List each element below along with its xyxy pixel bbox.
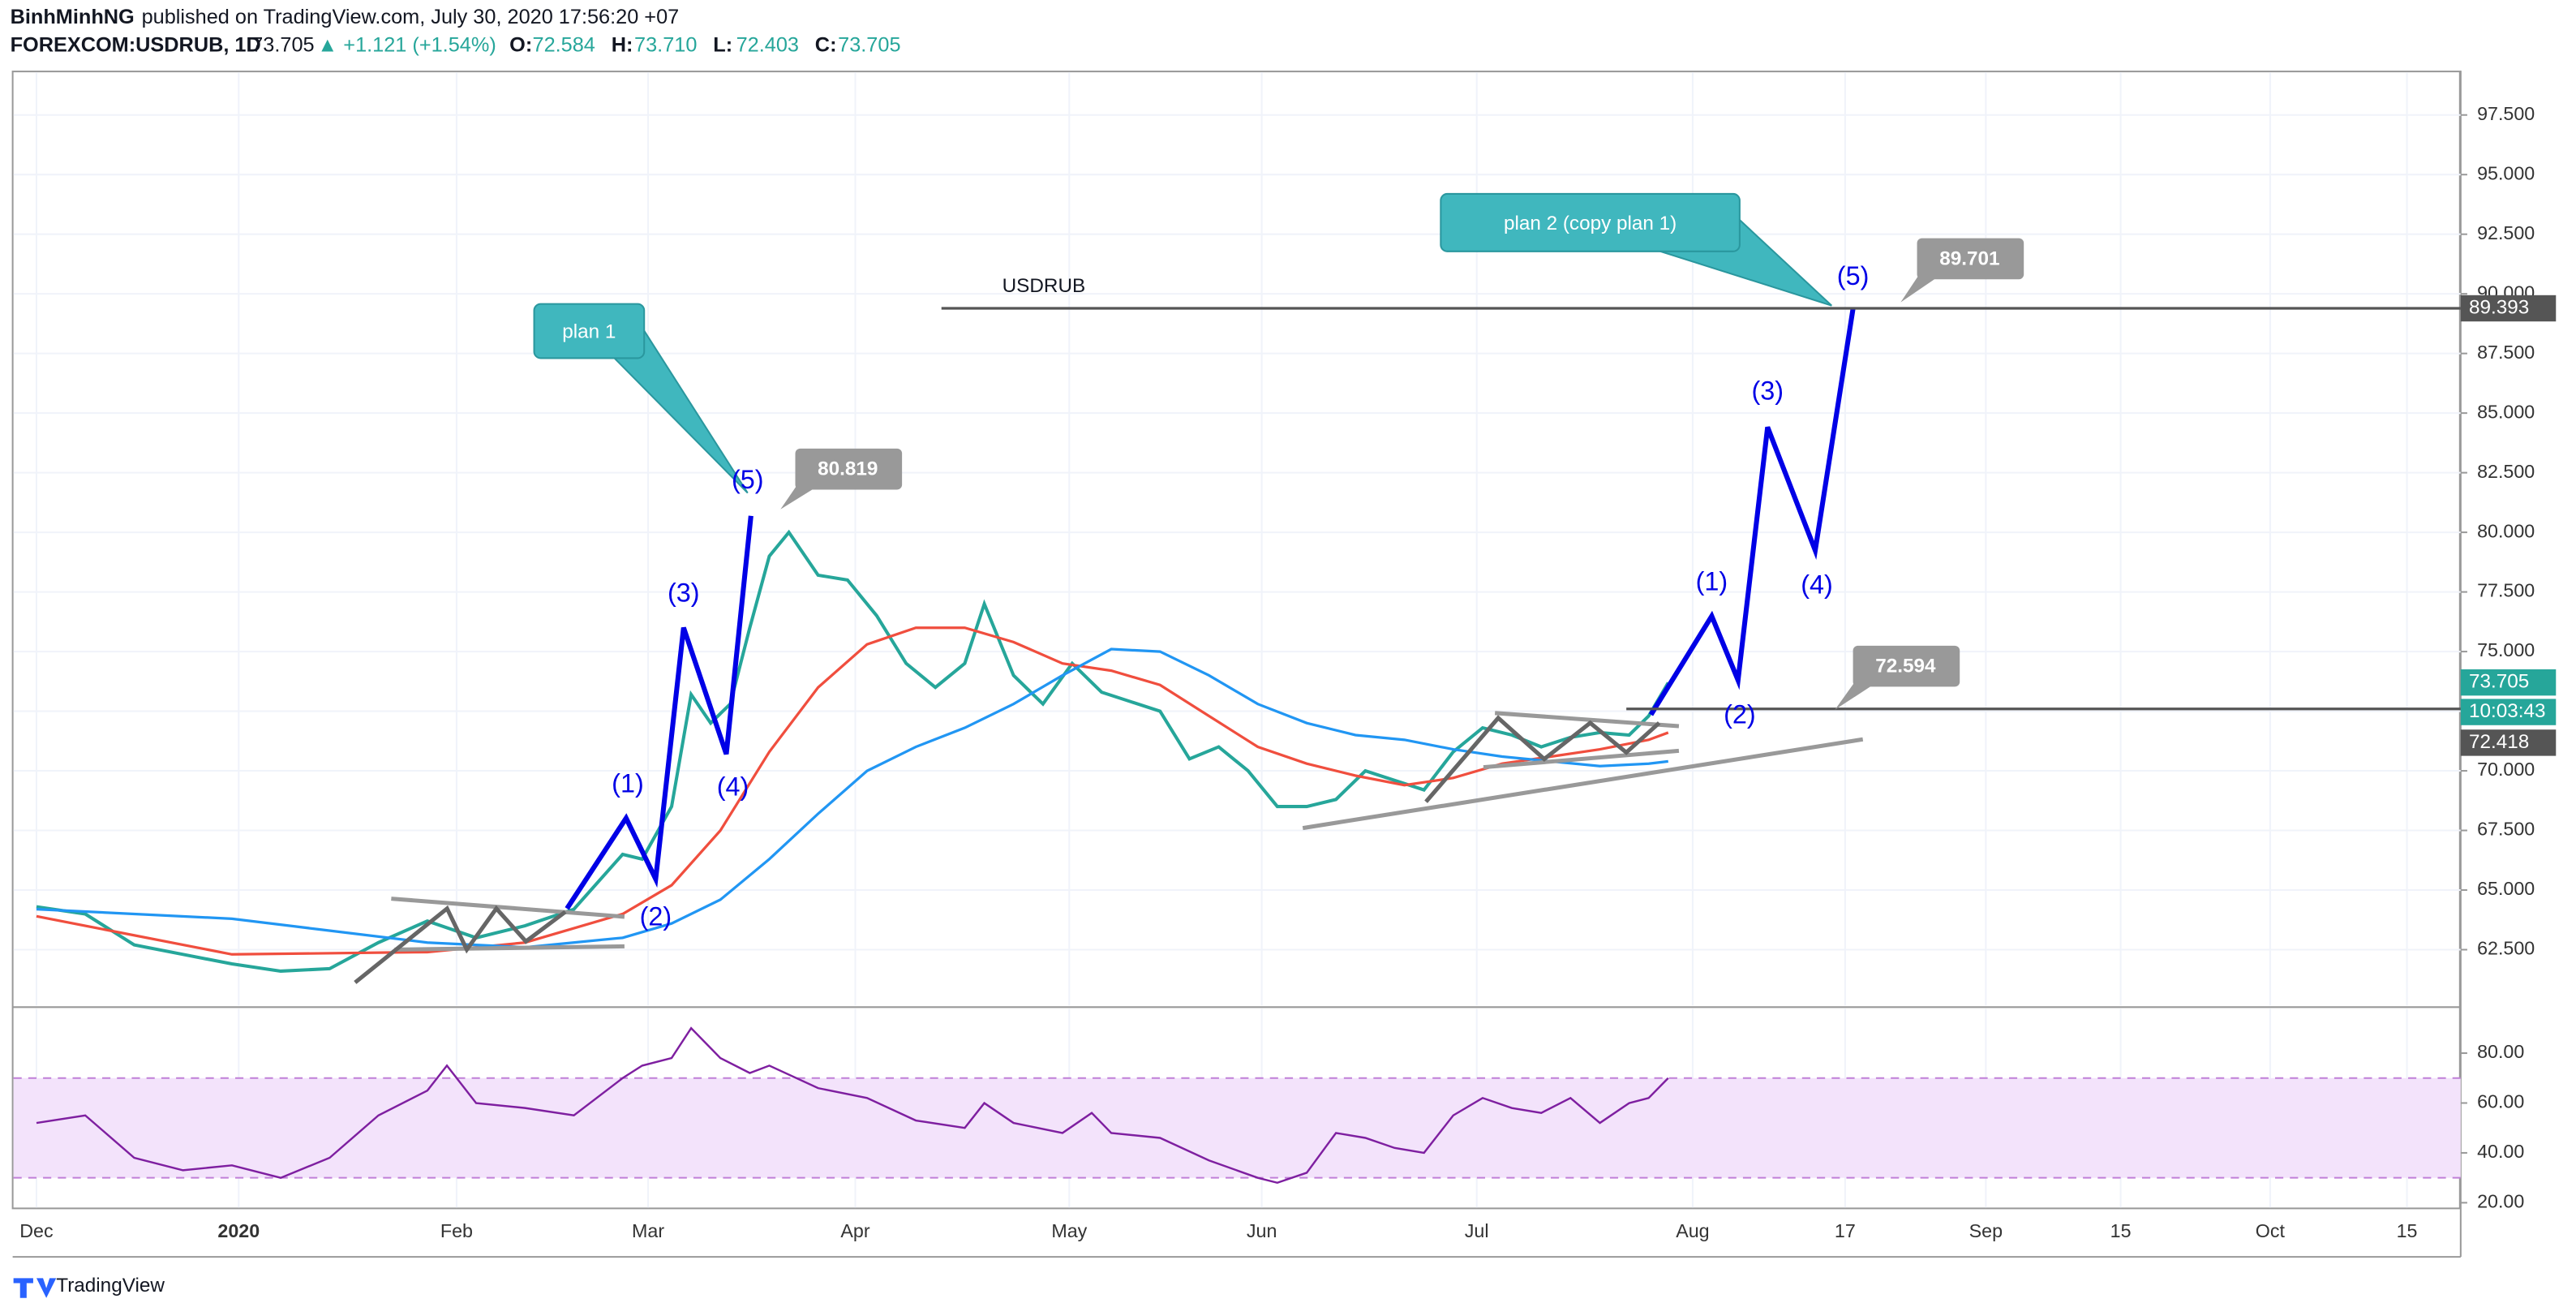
axis-label-bg: [2460, 729, 2557, 756]
x-tick-label: Jun: [1247, 1220, 1277, 1241]
wave-label: (1): [1696, 566, 1728, 596]
callout-text: 72.594: [1875, 656, 1936, 677]
plan-label: plan 1: [562, 320, 616, 342]
wave-label: (4): [717, 772, 749, 802]
plan-label: plan 2 (copy plan 1): [1504, 213, 1677, 234]
level-title: USDRUB: [1002, 275, 1086, 297]
x-tick-label: Mar: [632, 1220, 664, 1241]
x-tick-label: 2020: [217, 1220, 260, 1241]
rsi-tick-label: 80.00: [2477, 1041, 2524, 1062]
y-tick-label: 70.000: [2477, 759, 2535, 780]
y-tick-label: 85.000: [2477, 401, 2535, 422]
ohlc-value: 72.584: [533, 33, 595, 56]
x-tick-label: Apr: [840, 1220, 869, 1241]
axis-label: 73.705: [2469, 671, 2529, 693]
ohlc-label: C:: [815, 33, 837, 56]
ohlc-value: 73.710: [634, 33, 697, 56]
axis-label-bg: [2460, 699, 2557, 725]
y-tick-label: 65.000: [2477, 878, 2535, 899]
change: ▲ +1.121 (+1.54%): [317, 33, 496, 56]
x-tick-label: 15: [2110, 1220, 2132, 1241]
x-tick-label: May: [1051, 1220, 1087, 1241]
axis-label-bg: [2460, 669, 2557, 696]
plan-box: [1440, 192, 1741, 252]
x-tick-label: 17: [1835, 1220, 1856, 1241]
published: published on TradingView.com, July 30, 2…: [142, 6, 680, 28]
ohlc-label: L:: [713, 33, 732, 56]
y-tick-label: 80.000: [2477, 520, 2535, 541]
axes: Dec 2020 Feb Mar Apr May Jun Jul Aug 17 Sep 15 Oct 15…: [19, 103, 2557, 1241]
rsi-tick-label: 20.00: [2477, 1191, 2524, 1212]
ohlc-label: O:: [509, 33, 532, 56]
wave-plan-2: [1648, 308, 1856, 716]
y-tick-label: 82.500: [2477, 461, 2535, 482]
wave-label: (3): [668, 578, 700, 608]
x-tick-label: Feb: [440, 1220, 473, 1241]
series-line: [36, 647, 1668, 949]
wave-label: (2): [1724, 699, 1756, 729]
rsi-band: [13, 1077, 2461, 1178]
plan-box: [533, 303, 646, 359]
y-tick-label: 87.500: [2477, 342, 2535, 363]
rsi-pane: [13, 1077, 2461, 1179]
rsi-tick-label: 40.00: [2477, 1141, 2524, 1162]
axis-label-bg: [2460, 295, 2557, 322]
y-tick-label: 97.500: [2477, 103, 2535, 124]
callout-box: [795, 448, 903, 490]
ohlc-value: 73.705: [838, 33, 900, 56]
ohlc-label: H:: [612, 33, 633, 56]
axis-label: 89.393: [2469, 296, 2529, 318]
last-price: 73.705: [251, 33, 314, 56]
wave-label: (4): [1801, 570, 1833, 599]
y-tick-label: 67.500: [2477, 819, 2535, 840]
wave-label: (2): [640, 902, 672, 931]
wave-label: (5): [732, 465, 764, 494]
author: BinhMinhNG: [11, 6, 135, 28]
wave-plan-1: [565, 515, 753, 910]
x-tick-label: Aug: [1676, 1220, 1709, 1241]
ohlc: O: 72.584 H: 73.710 L: 72.403 C: 73.705: [509, 33, 900, 56]
symbol: FOREXCOM:USDRUB, 1D: [11, 33, 261, 56]
callout-text: 89.701: [1939, 247, 1999, 269]
logo: [13, 1278, 57, 1298]
x-tick-label: Sep: [1969, 1220, 2003, 1241]
footer: TradingView: [56, 1275, 165, 1297]
grid: [13, 72, 2461, 1208]
series-line: [36, 1026, 1669, 1185]
rsi-tick-label: 60.00: [2477, 1091, 2524, 1112]
trendlines: [354, 711, 1864, 984]
callout-box: [1917, 238, 2024, 280]
callout-box: [1853, 645, 1960, 687]
x-tick-label: 15: [2397, 1220, 2418, 1241]
y-tick-label: 62.500: [2477, 938, 2535, 959]
x-tick-label: Oct: [2256, 1220, 2286, 1241]
y-tick-label: 95.000: [2477, 162, 2535, 183]
y-tick-label: 92.500: [2477, 222, 2535, 243]
series-line: [36, 529, 1670, 973]
wave-label: (3): [1752, 376, 1784, 406]
x-tick-label: Dec: [19, 1220, 54, 1241]
wave-label: (1): [612, 768, 644, 798]
y-tick-label: 77.500: [2477, 580, 2535, 601]
annotations: USDRUB 80.819 89.701 72.594 plan 1 (1) (2) (3) (…: [533, 192, 2461, 931]
plan-tail: [610, 325, 749, 494]
wave-label: (5): [1837, 261, 1870, 290]
axis-label: 72.418: [2469, 731, 2529, 753]
ohlc-value: 72.403: [736, 33, 799, 56]
y-tick-label: 75.000: [2477, 639, 2535, 660]
x-tick-label: Jul: [1465, 1220, 1489, 1241]
callout-text: 80.819: [818, 458, 878, 480]
axis-label: 10:03:43: [2469, 700, 2546, 722]
